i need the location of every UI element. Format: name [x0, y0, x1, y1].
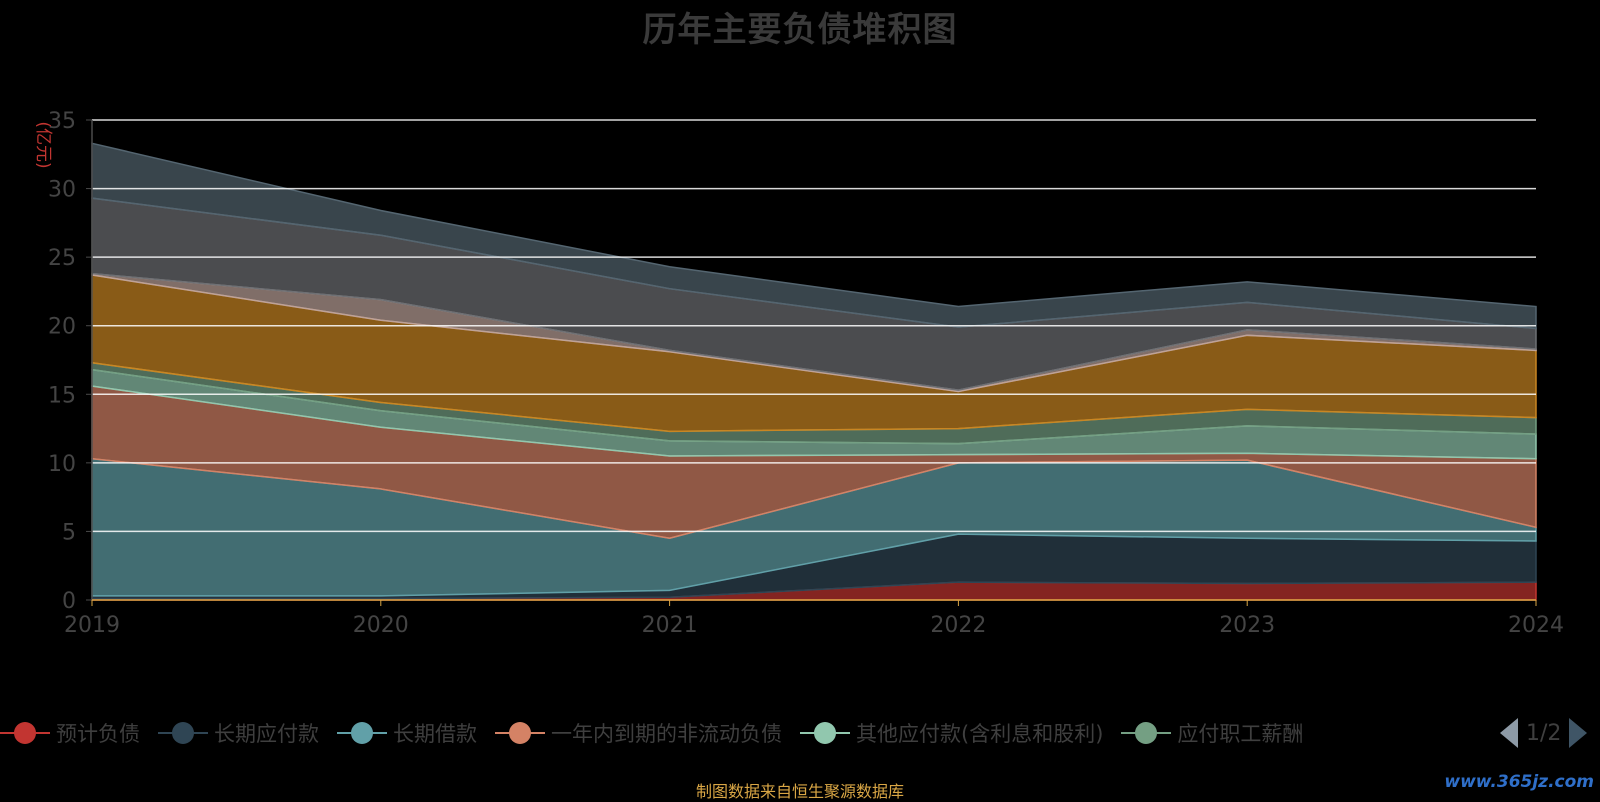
legend-swatch	[158, 722, 208, 744]
legend-label: 长期借款	[393, 722, 477, 746]
legend-label: 其他应付款(含利息和股利)	[856, 722, 1104, 746]
y-axis-label: (亿元)	[33, 121, 53, 168]
legend-swatch	[0, 722, 50, 744]
legend-swatch	[337, 722, 387, 744]
x-tick-label: 2024	[1508, 613, 1564, 638]
legend-label: 预计负债	[56, 722, 140, 746]
x-tick-label: 2023	[1219, 613, 1275, 638]
x-tick-label: 2020	[353, 613, 409, 638]
y-tick-label: 0	[62, 589, 76, 614]
y-tick-label: 25	[48, 246, 76, 271]
x-tick-label: 2022	[930, 613, 986, 638]
legend-item-应付职工薪酬[interactable]: 应付职工薪酬	[1121, 718, 1303, 748]
legend-swatch	[495, 722, 545, 744]
legend-pager: 1/2	[1500, 718, 1588, 748]
grid-lines	[92, 119, 1536, 533]
axes: 0 5 10 15 20 25 30 35 2019 2020 2021 2022 2023 2024	[48, 109, 1564, 638]
legend: 预计负债 长期应付款 长期借款 一年内到期的非流动负债 其他应付款(含利息和股利) 应付职…	[0, 716, 1321, 750]
area-series-9	[91, 142, 1537, 330]
legend-swatch	[800, 722, 850, 744]
y-tick-label: 20	[48, 315, 76, 340]
y-tick-label: 30	[48, 178, 76, 203]
legend-label: 应付职工薪酬	[1177, 722, 1304, 746]
y-tick-label: 15	[48, 383, 76, 408]
legend-item-其他应付款-含利息和股利-[interactable]: 其他应付款(含利息和股利)	[800, 718, 1103, 748]
pager-text: 1/2	[1526, 720, 1562, 746]
pager-prev-icon[interactable]	[1500, 718, 1518, 748]
x-tick-label: 2019	[64, 613, 120, 638]
legend-item-一年内到期的非流动负债[interactable]: 一年内到期的非流动负债	[495, 718, 782, 748]
source-note: 制图数据来自恒生聚源数据库	[695, 782, 904, 801]
legend-swatch	[1121, 722, 1172, 744]
legend-item-长期应付款[interactable]: 长期应付款	[158, 718, 319, 748]
x-tick-label: 2021	[642, 613, 698, 638]
y-tick-label: 35	[48, 109, 76, 134]
y-tick-label: 10	[48, 452, 76, 477]
y-tick-label: 5	[62, 520, 76, 545]
chart-title: 历年主要负债堆积图	[642, 10, 958, 50]
legend-item-预计负债[interactable]: 预计负债	[0, 718, 140, 748]
pager-next-icon[interactable]	[1569, 718, 1588, 748]
legend-item-长期借款[interactable]: 长期借款	[337, 718, 477, 748]
legend-label: 长期应付款	[214, 722, 319, 746]
legend-label: 一年内到期的非流动负债	[551, 722, 782, 746]
watermark: www.365jz.com	[1444, 772, 1594, 792]
